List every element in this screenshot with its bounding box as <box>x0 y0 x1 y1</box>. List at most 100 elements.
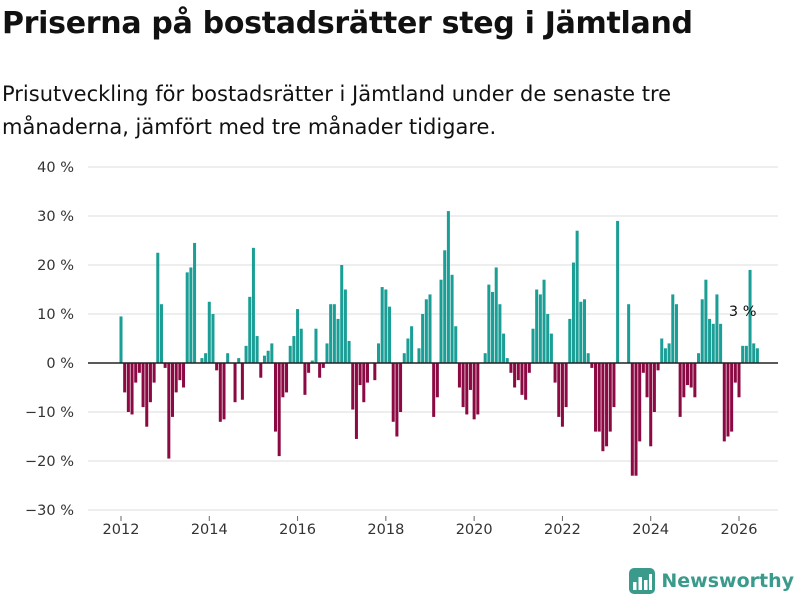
bar <box>152 363 156 383</box>
newsworthy-logo-icon <box>629 568 656 594</box>
bar <box>748 269 752 363</box>
x-tick-label: 2024 <box>632 522 669 538</box>
bar <box>259 363 263 378</box>
bar <box>417 348 421 363</box>
bar <box>546 314 550 363</box>
bar <box>424 299 428 363</box>
bar <box>461 363 465 408</box>
bar <box>296 309 300 363</box>
bar <box>737 363 741 398</box>
bar <box>704 279 708 363</box>
bar <box>575 230 579 363</box>
bar <box>141 363 145 408</box>
y-tick-label: 0 % <box>46 356 74 372</box>
bar <box>638 363 642 442</box>
bar <box>476 363 480 415</box>
bar <box>520 363 524 395</box>
bar <box>145 363 149 427</box>
bar <box>376 343 381 363</box>
bar <box>251 247 255 363</box>
bar <box>134 363 138 383</box>
bar <box>538 294 542 363</box>
bar <box>362 363 366 403</box>
bar <box>410 326 414 363</box>
bar <box>388 306 392 363</box>
bar <box>457 363 461 388</box>
bar <box>649 363 653 447</box>
bar <box>557 363 561 417</box>
bar <box>365 363 369 383</box>
bar <box>281 363 285 398</box>
bar <box>156 252 160 363</box>
bar <box>586 353 590 363</box>
bar <box>226 353 230 363</box>
bar <box>726 363 730 437</box>
bar <box>553 363 557 383</box>
bar <box>491 291 495 363</box>
bar <box>616 220 620 363</box>
bar <box>446 211 450 363</box>
bar <box>159 304 163 363</box>
bar <box>182 363 186 388</box>
bar <box>318 363 322 378</box>
bar <box>185 272 189 363</box>
bar <box>671 294 675 363</box>
bar <box>340 265 344 363</box>
bar <box>262 355 266 363</box>
bar <box>332 304 336 363</box>
bar <box>678 363 682 417</box>
bar <box>516 363 520 381</box>
x-tick-label: 2016 <box>279 522 316 538</box>
chart-title: Priserna på bostadsrätter steg i Jämtlan… <box>2 6 693 41</box>
bar <box>722 363 726 442</box>
brand-name: Newsworthy <box>661 570 794 592</box>
bar <box>579 301 583 363</box>
bar <box>582 299 587 363</box>
bar <box>634 363 638 476</box>
bar <box>597 363 601 432</box>
bar <box>218 363 222 422</box>
bar <box>483 353 487 363</box>
bar <box>273 363 278 432</box>
bar <box>299 328 303 363</box>
y-tick-label: 10 % <box>37 307 74 323</box>
bar <box>755 348 759 363</box>
bar <box>711 323 715 363</box>
bar <box>608 363 612 432</box>
bar <box>454 326 458 363</box>
bar <box>240 363 244 400</box>
bar <box>123 363 127 393</box>
bar <box>248 296 252 363</box>
bar <box>126 363 130 412</box>
latest-value-annotation: 3 % <box>729 304 757 320</box>
bar <box>255 336 259 363</box>
bar <box>524 363 528 400</box>
bar <box>741 345 745 363</box>
bar <box>549 333 553 363</box>
bar <box>652 363 656 412</box>
bar <box>700 299 704 363</box>
annotations: 3 % <box>729 304 757 320</box>
bar <box>498 304 502 363</box>
bar <box>292 336 296 363</box>
bar <box>303 363 307 395</box>
bar <box>354 363 358 439</box>
bar <box>685 363 690 386</box>
bar <box>468 363 472 390</box>
bar <box>266 350 270 363</box>
y-tick-label: 40 % <box>37 160 74 176</box>
y-axis-ticks: 40 % 30 % 20 % 10 % 0 % −10 % −20 % −30 % <box>25 160 74 519</box>
bar <box>402 353 406 363</box>
bar <box>527 363 531 373</box>
bar <box>428 294 432 363</box>
bar <box>384 289 388 363</box>
y-tick-label: −10 % <box>25 405 74 421</box>
bar <box>535 289 539 363</box>
bar <box>660 338 664 363</box>
bar <box>708 318 712 363</box>
bar <box>487 284 491 363</box>
bar <box>314 328 318 363</box>
bar <box>719 323 723 363</box>
bar <box>693 363 697 398</box>
bar <box>347 340 351 363</box>
